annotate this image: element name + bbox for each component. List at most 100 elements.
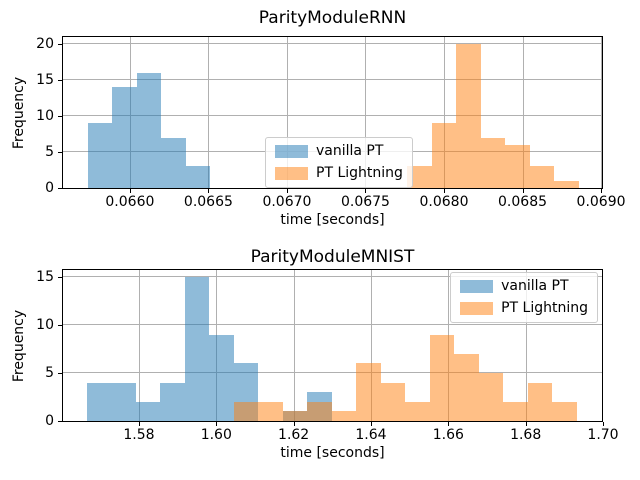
y-tick-label: 10	[36, 317, 54, 334]
histogram-bar	[380, 382, 406, 421]
legend-entry: PT Lightning	[460, 299, 588, 318]
legend-swatch	[275, 167, 308, 180]
x-tick-label: 1.68	[510, 427, 542, 443]
histogram-bar	[527, 382, 553, 421]
x-tick-mark	[208, 189, 210, 193]
histogram-bar	[161, 137, 186, 188]
y-tick-label: 15	[36, 269, 54, 286]
plot-area-mnist: Frequency time [seconds] vanilla PT PT Li…	[11, 269, 619, 461]
x-tick-mark	[138, 422, 140, 426]
histogram-bar	[554, 180, 579, 188]
legend-swatch	[275, 145, 308, 158]
x-tick-mark	[370, 422, 372, 426]
histogram-bar	[160, 382, 185, 421]
histogram-bar	[111, 382, 136, 421]
histogram-bar	[282, 411, 308, 421]
gridline-vertical	[370, 270, 372, 421]
y-tick-label: 5	[45, 365, 54, 382]
histogram-bar	[405, 401, 430, 421]
histogram-bar	[86, 382, 112, 421]
x-tick-label: 1.62	[278, 427, 310, 443]
gridline-vertical	[601, 37, 603, 188]
y-tick-mark	[58, 277, 62, 279]
histogram-bar	[87, 123, 113, 188]
histogram-bar	[503, 401, 528, 421]
legend-swatch	[460, 302, 494, 315]
histogram-bar	[307, 401, 332, 421]
legend-label: PT Lightning	[316, 165, 403, 181]
histogram-bar	[233, 401, 259, 421]
x-tick-label: 0.0670	[262, 194, 312, 210]
x-tick-mark	[286, 189, 288, 193]
y-tick-mark	[58, 80, 62, 82]
x-tick-mark	[522, 189, 524, 193]
plot-area-rnn: Frequency time [seconds] vanilla PT PT Li…	[11, 36, 626, 228]
gridline-vertical	[138, 270, 140, 421]
gridline-vertical	[522, 37, 524, 188]
histogram-bar	[185, 166, 211, 188]
histogram-bar	[112, 87, 137, 188]
gridline-vertical	[365, 37, 367, 188]
histogram-bar	[429, 334, 455, 421]
histogram-bar	[431, 123, 457, 188]
gridline-vertical	[208, 37, 210, 188]
x-tick-mark	[293, 422, 295, 426]
histogram-bar	[480, 137, 506, 188]
y-tick-mark	[58, 373, 62, 375]
histogram-bar	[505, 144, 530, 188]
histogram-bar	[209, 334, 234, 421]
legend-entry: vanilla PT	[460, 277, 588, 296]
y-tick-label: 5	[45, 144, 54, 161]
gridline-vertical	[293, 270, 295, 421]
gridline-vertical	[286, 37, 288, 188]
legend-swatch	[460, 280, 494, 293]
y-tick-mark	[58, 188, 62, 189]
gridline-vertical	[525, 270, 527, 421]
x-axis-label: time [seconds]	[280, 212, 385, 228]
y-tick-mark	[58, 116, 62, 118]
y-tick-mark	[58, 152, 62, 154]
gridline-horizontal	[63, 43, 602, 45]
x-tick-mark	[603, 422, 604, 426]
x-tick-label: 0.0685	[498, 194, 548, 210]
legend: vanilla PT PT Lightning	[450, 272, 598, 323]
histogram-bar	[478, 373, 504, 421]
x-tick-label: 1.64	[355, 427, 387, 443]
x-tick-mark	[129, 189, 131, 193]
histogram-bar	[258, 401, 283, 421]
legend-entry: vanilla PT	[275, 142, 403, 161]
gridline-horizontal	[63, 115, 602, 117]
legend-label: vanilla PT	[501, 278, 569, 294]
x-tick-label: 1.70	[587, 427, 619, 443]
panel-parity-module-rnn: ParityModuleRNN Frequency time [seconds]…	[11, 8, 626, 228]
histogram-bar	[407, 166, 432, 188]
chart-title: ParityModuleMNIST	[250, 247, 415, 267]
gridline-horizontal	[63, 276, 602, 278]
y-tick-label: 15	[36, 72, 54, 89]
legend-label: vanilla PT	[316, 143, 384, 159]
histogram-bar	[136, 72, 162, 188]
x-tick-mark	[216, 422, 218, 426]
histogram-bar	[454, 353, 479, 421]
gridline-vertical	[444, 37, 445, 188]
y-tick-label: 10	[36, 108, 54, 125]
histogram-bar	[184, 277, 210, 421]
y-tick-mark	[58, 325, 62, 327]
x-tick-mark	[448, 422, 450, 426]
histogram-bar	[529, 166, 555, 188]
chart-title: ParityModuleRNN	[258, 8, 407, 28]
x-tick-label: 0.0665	[183, 194, 233, 210]
histogram-bar	[331, 411, 357, 421]
histogram-bar	[456, 44, 481, 188]
x-tick-label: 1.66	[432, 427, 464, 443]
y-axis-label: Frequency	[11, 76, 27, 149]
y-axis-label: Frequency	[11, 309, 27, 382]
legend-label: PT Lightning	[501, 300, 588, 316]
x-tick-mark	[444, 189, 445, 193]
y-tick-label: 0	[45, 413, 54, 429]
x-axis-label: time [seconds]	[280, 445, 385, 461]
y-tick-label: 20	[36, 36, 54, 53]
y-tick-mark	[58, 44, 62, 46]
x-tick-label: 0.0660	[105, 194, 155, 210]
